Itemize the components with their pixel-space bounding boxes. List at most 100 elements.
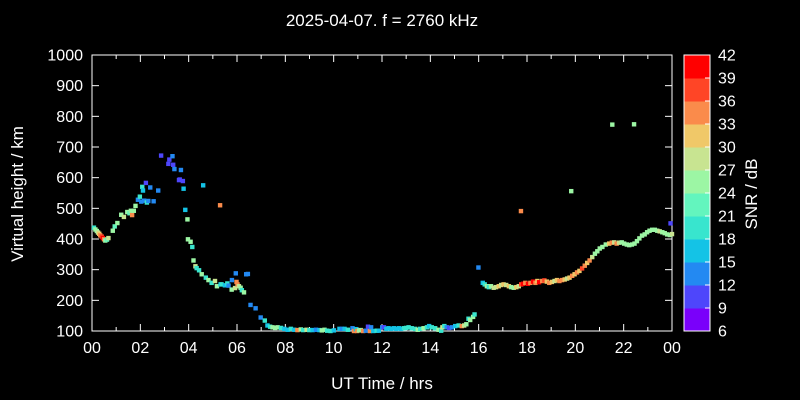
scatter-point [142,198,147,203]
scatter-point [616,240,622,245]
x-axis-tick-label: 00 [663,340,681,357]
scatter-point [668,221,673,226]
scatter-point [183,207,188,213]
x-axis-tick-label: 16 [470,340,488,357]
colorbar-segment [684,101,710,125]
scatter-point [241,290,247,295]
scatter-point [547,280,552,286]
scatter-point [429,325,434,330]
scatter-point [639,233,645,238]
scatter-point [265,323,270,328]
scatter-point [248,302,253,308]
scatter-point [358,327,363,333]
scatter-point [301,327,306,333]
scatter-point [112,224,117,229]
scatter-point [295,327,300,333]
scatter-point [567,275,572,280]
scatter-point [219,282,224,287]
scatter-point [245,271,251,277]
scatter-point [381,325,387,330]
scatter-point [564,276,570,281]
scatter-point [436,327,441,332]
colorbar-segment [684,55,710,79]
scatter-point [657,229,662,234]
scatter-point [322,327,327,332]
scatter-point [238,285,243,290]
scatter-point [319,328,325,333]
colorbar-segment [684,78,710,102]
scatter-point [232,285,238,291]
scatter-point [222,283,228,288]
scatter-point [253,306,258,311]
scatter-point [569,188,574,194]
scatter-point [212,278,218,284]
plot-border [91,54,673,332]
x-axis-tick-label: 14 [421,340,439,357]
scatter-point [229,277,235,283]
x-axis-tick-label: 12 [373,340,391,357]
scatter-point [190,244,195,250]
scatter-point [453,323,458,329]
scatter-point [194,265,199,271]
scatter-point [171,162,176,167]
scatter-point [185,237,191,242]
scatter-point [262,318,267,323]
scatter-point [106,235,111,241]
scatter-point [185,217,190,222]
scatter-point [530,279,536,284]
scatter-point [476,265,481,270]
scatter-point [313,327,319,332]
scatter-point [133,203,138,209]
scatter-point [624,242,630,247]
scatter-point [226,283,231,288]
scatter-point [579,266,585,271]
scatter-point [406,325,411,330]
colorbar-tick-label: 30 [718,140,736,157]
x-axis-tick-label: 02 [131,340,149,357]
scatter-point [664,232,670,237]
scatter-point [496,284,501,289]
y-axis-tick-label: 300 [56,262,83,279]
scatter-point [307,327,312,333]
scatter-point [470,314,476,320]
scatter-point [350,326,355,331]
plot-title: 2025-04-07. f = 2760 kHz [285,11,479,30]
colorbar-segment [684,308,710,332]
scatter-point [632,241,637,246]
scatter-point [595,249,600,254]
scatter-point [554,277,560,283]
scatter-point [518,208,524,214]
scatter-point [493,284,499,290]
scatter-point [464,322,469,327]
scatter-point [426,323,432,329]
scatter-point [278,325,284,331]
scatter-point [258,315,263,320]
y-axis-tick-label: 200 [56,293,83,310]
scatter-point [110,228,115,233]
scatter-point [363,328,369,333]
colorbar-tick-label: 42 [718,48,736,65]
scatter-point [592,251,598,256]
scatter-point [170,154,175,159]
scatter-point [181,186,186,191]
scatter-point [421,326,426,331]
scatter-point [121,214,127,220]
scatter-point [391,326,397,331]
scatter-point [119,212,124,217]
colorbar-segment [684,262,710,286]
scatter-point [525,281,531,286]
x-axis-tick-label: 00 [83,340,101,357]
scatter-point [504,282,509,288]
scatter-point [516,284,521,289]
scatter-point [417,326,423,332]
scatter-point [557,278,562,284]
scatter-point [472,312,477,317]
scatter-point [209,280,214,286]
scatter-point [345,327,351,332]
scatter-point [270,325,275,330]
y-axis-tick-label: 500 [56,201,83,218]
scatter-point [501,282,506,287]
scatter-point [196,268,202,273]
scatter-point [412,326,418,332]
colorbar-tick-label: 15 [718,255,736,272]
